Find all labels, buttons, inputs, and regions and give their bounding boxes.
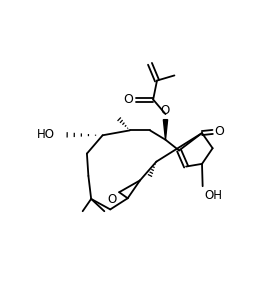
Text: HO: HO (37, 128, 55, 141)
Text: O: O (123, 93, 133, 106)
Text: O: O (108, 193, 117, 206)
Polygon shape (163, 120, 168, 140)
Text: OH: OH (204, 189, 222, 202)
Text: O: O (215, 126, 225, 138)
Text: O: O (161, 104, 170, 117)
